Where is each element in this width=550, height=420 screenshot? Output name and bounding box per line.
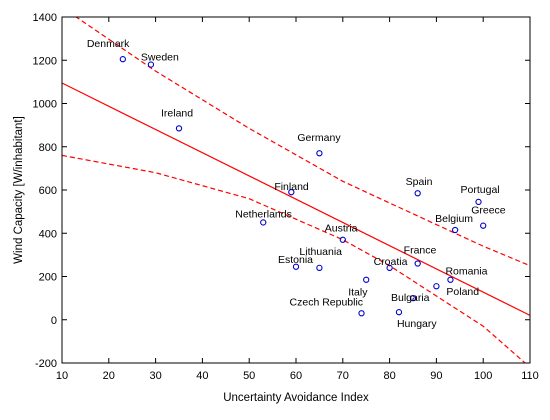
data-points: [119, 56, 487, 317]
point-label: Estonia: [278, 254, 313, 266]
x-tick-label: 100: [474, 370, 492, 382]
point-label: Bulgaria: [391, 292, 430, 304]
y-tick-label: 1200: [33, 55, 57, 67]
y-axis-title: Wind Capacity [W/inhabitant]: [13, 116, 25, 264]
data-point: [316, 264, 323, 271]
data-point: [433, 283, 440, 290]
point-label: Spain: [406, 176, 433, 188]
y-tick-label: 400: [39, 228, 57, 240]
point-label: Czech Republic: [290, 296, 364, 308]
x-tick-label: 110: [521, 370, 539, 382]
point-label: Italy: [348, 287, 368, 299]
plot-frame: [61, 16, 531, 364]
data-point: [119, 56, 126, 63]
point-label: Poland: [446, 286, 479, 298]
axis-ticks: 10 20 30 40 50 60 70 80 90 100 110 -200 0 200 400 600 80…: [33, 12, 539, 382]
regression-line: [62, 82, 530, 316]
y-tick-label: 1400: [33, 12, 57, 24]
x-tick-label: 40: [196, 370, 208, 382]
point-label: Croatia: [374, 256, 408, 268]
x-tick-label: 70: [337, 370, 349, 382]
point-label: Finland: [274, 181, 309, 193]
data-point: [260, 219, 267, 226]
x-tick-label: 20: [103, 370, 115, 382]
confidence-band-upper: [75, 17, 530, 267]
data-point: [475, 198, 482, 206]
point-label: Greece: [471, 205, 506, 217]
data-point: [409, 294, 417, 302]
data-point: [363, 276, 370, 283]
data-point: [414, 190, 421, 197]
point-label: Portugal: [461, 184, 500, 196]
y-tick-label: 600: [39, 185, 57, 197]
x-tick-label: 10: [56, 370, 68, 382]
data-point: [175, 125, 183, 132]
point-label: France: [404, 245, 437, 257]
data-point: [339, 236, 346, 243]
data-point: [447, 276, 454, 283]
point-label: Germany: [297, 132, 341, 144]
point-label: Belgium: [435, 213, 473, 225]
data-point: [386, 264, 393, 271]
y-tick-label: 200: [39, 272, 57, 284]
confidence-band-lower: [62, 154, 527, 363]
data-point: [480, 222, 487, 229]
x-tick-label: 30: [149, 370, 161, 382]
point-label: Netherlands: [235, 208, 292, 220]
data-point: [414, 260, 421, 267]
data-point: [451, 226, 459, 234]
point-label: Romania: [445, 266, 487, 278]
x-axis-title: Uncertainty Avoidance Index: [223, 392, 369, 404]
data-point: [395, 309, 403, 316]
fit-curves: [62, 17, 530, 363]
point-label: Lithuania: [299, 246, 342, 258]
x-tick-label: 50: [243, 370, 255, 382]
data-point: [147, 61, 155, 68]
data-point: [288, 189, 295, 196]
point-label: Hungary: [397, 318, 437, 330]
x-tick-label: 80: [383, 370, 395, 382]
point-label: Austria: [325, 223, 358, 235]
y-tick-label: -200: [35, 358, 57, 370]
data-point: [316, 150, 323, 157]
x-tick-label: 60: [290, 370, 302, 382]
y-tick-label: 0: [51, 315, 57, 327]
point-label: Sweden: [141, 52, 179, 64]
x-tick-label: 90: [430, 370, 442, 382]
y-tick-label: 800: [39, 142, 57, 154]
point-label: Ireland: [161, 107, 193, 119]
y-tick-label: 1000: [33, 99, 57, 111]
data-point: [292, 263, 300, 270]
point-label: Denmark: [87, 38, 130, 50]
data-point: [358, 310, 365, 317]
point-labels: Denmark Sweden Ireland Germany Finland Spain P…: [87, 38, 506, 330]
